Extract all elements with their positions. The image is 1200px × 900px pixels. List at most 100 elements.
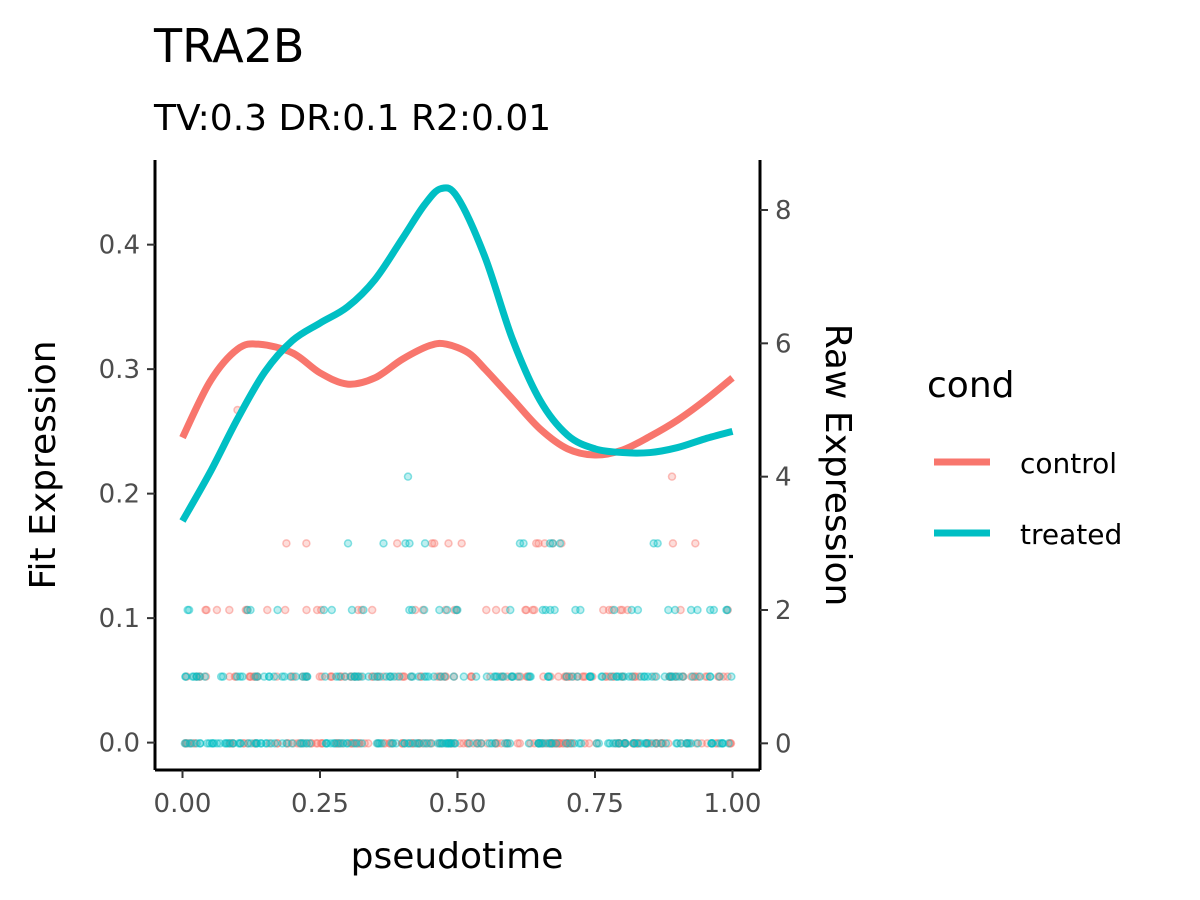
raw-point-treated <box>223 739 232 748</box>
raw-point-treated <box>433 739 443 748</box>
raw-point-treated <box>435 605 444 615</box>
raw-point-control <box>380 739 390 748</box>
raw-point-treated <box>246 605 255 615</box>
raw-point-treated <box>565 739 575 748</box>
raw-point-treated <box>629 739 638 748</box>
raw-point-treated <box>273 605 282 615</box>
raw-point-control <box>620 739 629 748</box>
raw-point-treated <box>643 672 653 681</box>
raw-point-treated <box>435 739 444 748</box>
raw-point-treated <box>555 539 565 548</box>
raw-point-treated <box>192 672 202 681</box>
raw-point-treated <box>614 672 624 681</box>
raw-point-control <box>551 739 561 748</box>
raw-point-control <box>249 672 259 681</box>
raw-point-control <box>615 739 624 748</box>
raw-point-treated <box>546 739 556 748</box>
raw-point-control <box>388 739 397 748</box>
raw-point-control <box>629 739 638 748</box>
raw-point-treated <box>440 672 449 681</box>
raw-point-treated <box>717 739 727 748</box>
raw-point-treated <box>705 672 715 681</box>
raw-point-control <box>601 672 611 681</box>
raw-point-treated <box>220 739 230 748</box>
raw-point-control <box>441 605 450 615</box>
raw-point-control <box>620 739 630 748</box>
raw-point-control <box>182 672 192 681</box>
raw-point-treated <box>444 739 454 748</box>
raw-point-control <box>579 672 588 681</box>
fit-line-control <box>179 339 735 459</box>
raw-point-control <box>239 739 248 748</box>
raw-point-treated <box>709 605 719 615</box>
raw-point-treated <box>389 672 399 681</box>
raw-point-control <box>553 739 562 748</box>
raw-point-treated <box>507 672 516 681</box>
raw-point-control <box>273 739 282 748</box>
raw-point-treated <box>358 672 367 681</box>
raw-point-control <box>497 739 506 748</box>
raw-point-control <box>697 739 707 748</box>
raw-point-treated <box>326 739 336 748</box>
raw-point-treated <box>633 605 643 615</box>
raw-point-control <box>611 739 620 748</box>
raw-point-treated <box>514 672 524 681</box>
raw-point-treated <box>667 672 676 681</box>
raw-point-control <box>446 739 456 748</box>
raw-point-control <box>246 672 255 681</box>
raw-point-treated <box>373 739 383 748</box>
raw-point-treated <box>619 672 629 681</box>
raw-point-control <box>403 739 412 748</box>
raw-point-treated <box>570 739 579 748</box>
raw-point-control <box>513 672 522 681</box>
y-ticks: 0.0 0.1 0.2 0.3 0.4 <box>99 231 155 759</box>
raw-point-treated <box>391 739 401 748</box>
raw-point-treated <box>538 605 548 615</box>
raw-point-treated <box>524 672 533 681</box>
raw-point-treated <box>664 605 673 615</box>
raw-point-control <box>713 672 723 681</box>
raw-point-control <box>592 739 602 748</box>
raw-point-treated <box>546 605 555 615</box>
raw-point-control <box>580 739 589 748</box>
raw-point-control <box>347 739 356 748</box>
raw-point-control <box>272 672 282 681</box>
raw-point-control <box>356 672 365 681</box>
raw-point-control <box>491 605 501 615</box>
raw-point-control <box>436 739 446 748</box>
legend-label-treated: treated <box>1020 518 1122 551</box>
raw-point-control <box>302 739 311 748</box>
raw-point-treated <box>707 739 717 748</box>
raw-point-treated <box>693 605 702 615</box>
raw-point-treated <box>234 739 243 748</box>
raw-point-control <box>467 672 476 681</box>
raw-point-control <box>449 739 458 748</box>
raw-point-control <box>672 672 681 681</box>
raw-point-treated <box>319 605 329 615</box>
raw-point-treated <box>400 739 409 748</box>
raw-point-treated <box>545 739 554 748</box>
raw-point-treated <box>426 739 436 748</box>
raw-point-treated <box>357 739 367 748</box>
raw-point-control <box>725 739 735 748</box>
raw-point-treated <box>436 672 445 681</box>
raw-point-treated <box>331 672 341 681</box>
raw-point-treated <box>660 672 670 681</box>
raw-point-control <box>690 672 699 681</box>
raw-point-control <box>306 739 316 748</box>
raw-point-treated <box>261 739 271 748</box>
raw-point-treated <box>508 672 518 681</box>
raw-point-control <box>353 739 362 748</box>
raw-point-treated <box>401 539 410 548</box>
raw-point-treated <box>442 605 452 615</box>
raw-point-control <box>186 739 195 748</box>
raw-point-control <box>312 739 321 748</box>
raw-point-control <box>354 739 364 748</box>
raw-point-control <box>472 739 482 748</box>
raw-point-treated <box>183 605 192 615</box>
raw-point-treated <box>445 739 455 748</box>
raw-point-control <box>572 672 582 681</box>
raw-point-treated <box>181 672 190 681</box>
raw-point-treated <box>424 672 433 681</box>
raw-point-control <box>455 739 465 748</box>
